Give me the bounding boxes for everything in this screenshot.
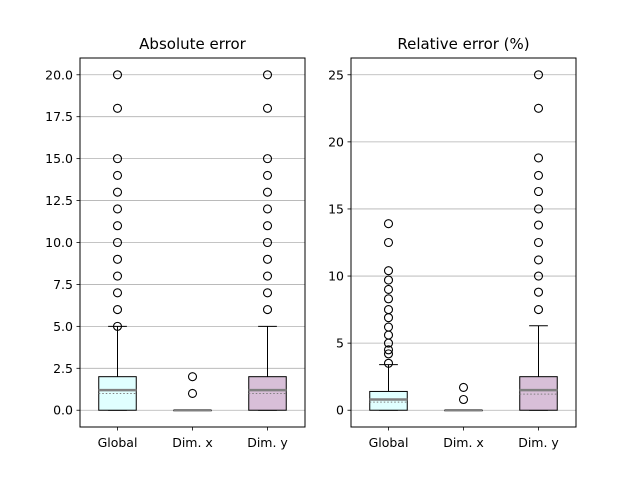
outlier-point bbox=[533, 220, 544, 230]
y-tick-label: 10.0 bbox=[45, 235, 73, 250]
outlier-point bbox=[112, 70, 123, 80]
outlier-point bbox=[533, 204, 544, 214]
box-2 bbox=[173, 372, 212, 412]
y-tick-label: 2.5 bbox=[53, 361, 73, 376]
outlier-point bbox=[262, 204, 273, 214]
outlier-point bbox=[458, 382, 469, 392]
outlier-point bbox=[112, 321, 123, 331]
outlier-point bbox=[262, 187, 273, 197]
outlier-point bbox=[533, 170, 544, 180]
outlier-point bbox=[112, 204, 123, 214]
outlier-point bbox=[262, 170, 273, 180]
box-body bbox=[519, 376, 558, 411]
x-tick-label-3: Dim. y bbox=[518, 435, 559, 450]
outlier-point bbox=[187, 372, 198, 382]
y-tick-label: 7.5 bbox=[53, 277, 73, 292]
outlier-point bbox=[533, 255, 544, 265]
outlier-point bbox=[262, 221, 273, 231]
y-tick-label: 0 bbox=[336, 403, 344, 418]
y-tick-label: 0.0 bbox=[53, 403, 73, 418]
y-tick-label: 5.0 bbox=[53, 319, 73, 334]
outlier-point bbox=[262, 254, 273, 264]
box-body bbox=[98, 376, 137, 411]
chart-title: Absolute error bbox=[139, 35, 246, 53]
outlier-point bbox=[112, 305, 123, 315]
x-tick-label-1: Global bbox=[369, 435, 409, 450]
axes-frame bbox=[350, 57, 577, 428]
outlier-point bbox=[383, 358, 394, 368]
outlier-point bbox=[533, 186, 544, 197]
outlier-point bbox=[112, 103, 123, 113]
outlier-point bbox=[383, 322, 394, 332]
y-tick-label: 15 bbox=[328, 201, 344, 216]
outlier-point bbox=[383, 266, 394, 276]
y-tick-label: 15.0 bbox=[45, 151, 73, 166]
box-3 bbox=[519, 70, 558, 411]
relative-error-panel: 0 5 10 15 20 25 Global Dim. x Dim. y Relative err… bbox=[328, 35, 577, 450]
box-body bbox=[369, 390, 408, 411]
outlier-point bbox=[533, 287, 544, 297]
outlier-point bbox=[383, 284, 394, 295]
outlier-point bbox=[383, 219, 394, 229]
x-tick-label-2: Dim. x bbox=[443, 435, 484, 450]
x-tick-label-3: Dim. y bbox=[247, 435, 288, 450]
outlier-point bbox=[262, 305, 273, 315]
box-2 bbox=[444, 382, 483, 412]
outlier-point bbox=[458, 394, 469, 405]
outlier-point bbox=[262, 237, 273, 248]
outlier-point bbox=[383, 345, 394, 355]
outlier-point bbox=[112, 170, 123, 180]
outlier-point bbox=[383, 330, 394, 340]
y-tick-label: 12.5 bbox=[45, 193, 73, 208]
axes-frame bbox=[79, 57, 306, 428]
y-tick-label: 17.5 bbox=[45, 109, 73, 124]
chart-title: Relative error (%) bbox=[397, 35, 529, 53]
y-tick-label: 20.0 bbox=[45, 67, 73, 82]
outlier-point bbox=[383, 313, 394, 323]
outlier-point bbox=[262, 154, 273, 164]
outlier-point bbox=[383, 294, 394, 304]
y-tick-label: 25 bbox=[328, 67, 344, 82]
outlier-point bbox=[533, 103, 544, 113]
outlier-point bbox=[262, 103, 273, 113]
outlier-point bbox=[383, 305, 394, 315]
outlier-point bbox=[383, 237, 394, 248]
outlier-point bbox=[383, 349, 394, 359]
box-1 bbox=[369, 219, 408, 411]
outlier-point bbox=[112, 237, 123, 248]
x-tick-label-2: Dim. x bbox=[172, 435, 213, 450]
y-tick-label: 10 bbox=[328, 269, 344, 284]
outlier-point bbox=[533, 153, 544, 163]
absolute-error-panel: 0.0 2.5 5.0 7.5 10.0 12.5 15.0 17.5 20.0 Global Di… bbox=[45, 35, 306, 450]
outlier-point bbox=[262, 271, 273, 281]
outlier-point bbox=[262, 288, 273, 298]
box-3 bbox=[248, 70, 287, 411]
outlier-point bbox=[112, 288, 123, 298]
outlier-point bbox=[112, 154, 123, 164]
outlier-point bbox=[112, 254, 123, 264]
outlier-point bbox=[533, 271, 544, 281]
outlier-point bbox=[112, 187, 123, 197]
outlier-point bbox=[533, 70, 544, 80]
outlier-point bbox=[383, 275, 394, 285]
outlier-point bbox=[262, 70, 273, 80]
y-tick-label: 5 bbox=[336, 336, 344, 351]
outlier-point bbox=[533, 305, 544, 315]
x-tick-label-1: Global bbox=[98, 435, 138, 450]
outlier-point bbox=[112, 271, 123, 281]
y-tick-label: 20 bbox=[328, 134, 344, 149]
outlier-point bbox=[533, 237, 544, 248]
outlier-point bbox=[112, 221, 123, 231]
box-1 bbox=[98, 70, 137, 411]
outlier-point bbox=[187, 388, 198, 399]
